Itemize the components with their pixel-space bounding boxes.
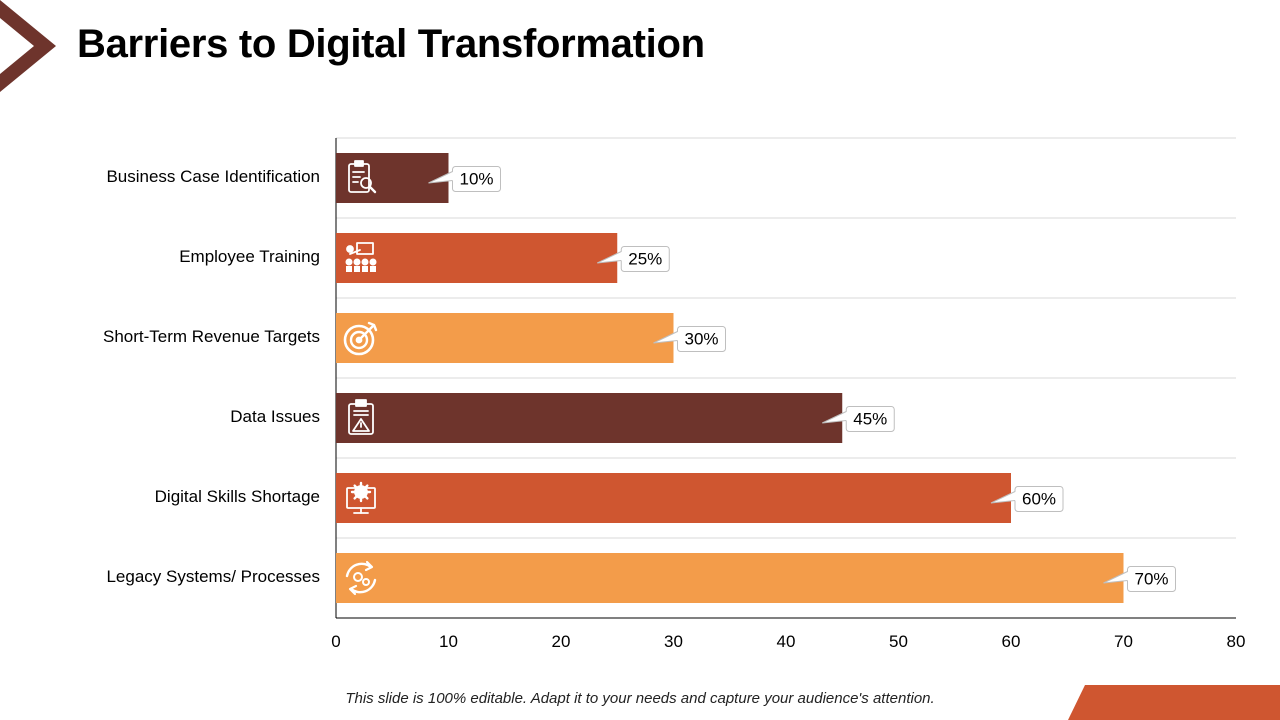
x-tick-label: 50 [889,632,908,651]
x-tick-label: 70 [1114,632,1133,651]
data-label: 30% [684,330,718,349]
data-label-callout: 45% [822,406,895,432]
data-label-callout: 25% [597,246,670,272]
corner-chevron-decoration [0,0,56,92]
monitor-gear-icon [346,481,376,514]
data-label-callout: 70% [1103,566,1176,592]
training-presentation-icon [345,242,377,272]
data-label-callout: 30% [653,326,726,352]
bar [336,313,674,363]
data-label-callout: 60% [990,486,1064,512]
data-label: 60% [1022,490,1056,509]
clipboard-warning-icon [348,399,374,435]
slide-title: Barriers to Digital Transformation [77,22,705,66]
data-label: 70% [1134,570,1168,589]
target-arrow-icon [343,321,378,356]
bar [336,233,618,283]
category-label: Employee Training [179,247,320,266]
data-label: 10% [459,170,493,189]
bar [336,153,449,203]
x-tick-label: 80 [1227,632,1246,651]
x-tick-label: 10 [439,632,458,651]
category-label: Digital Skills Shortage [155,487,320,506]
footer-note-text: This slide is 100% editable. Adapt it to… [345,690,935,707]
x-tick-label: 0 [331,632,340,651]
category-label: Data Issues [230,407,320,426]
bar [336,473,1011,523]
category-label: Business Case Identification [106,167,320,186]
data-label: 45% [853,410,887,429]
data-label-callout: 10% [428,166,501,192]
x-tick-label: 30 [664,632,683,651]
x-tick-label: 40 [777,632,796,651]
bar [336,553,1124,603]
category-label: Short-Term Revenue Targets [103,327,320,346]
footer-note: This slide is 100% editable. Adapt it to… [0,690,1280,707]
x-tick-label: 60 [1002,632,1021,651]
category-label: Legacy Systems/ Processes [106,567,320,586]
cycle-gears-icon [345,560,377,596]
bar [336,393,843,443]
clipboard-search-icon [348,160,377,194]
data-label: 25% [628,250,662,269]
x-tick-label: 20 [552,632,571,651]
